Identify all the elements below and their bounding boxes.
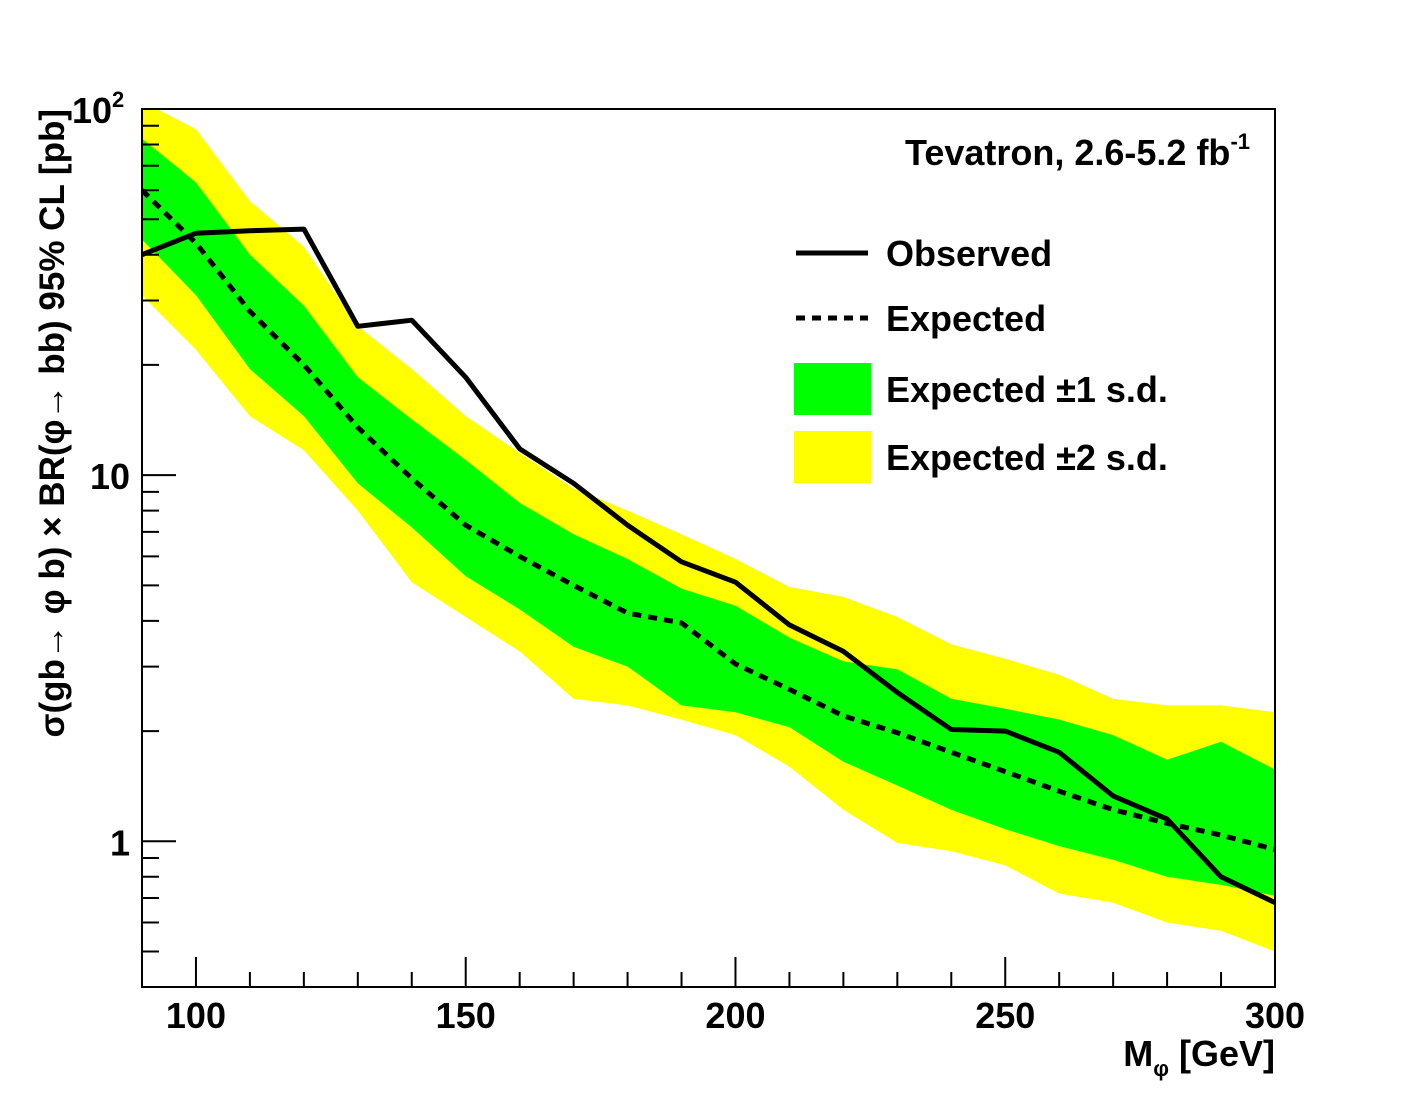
y-tick-label: 10 — [90, 456, 130, 497]
x-tick-label: 200 — [705, 995, 765, 1036]
x-axis-label: Mφ [GeV] — [1123, 1033, 1275, 1081]
band-1sd — [142, 138, 1275, 896]
observed-line — [142, 226, 1275, 905]
y-tick-label-base: 10 — [72, 90, 112, 131]
y-tick-label-exp: 2 — [112, 87, 124, 112]
legend: Observed Expected Expected ±1 s.d. Expected… — [794, 233, 1168, 483]
x-tick-label: 250 — [975, 995, 1035, 1036]
legend-label: Expected ±1 s.d. — [886, 369, 1168, 410]
x-tick-label: 100 — [166, 995, 226, 1036]
x-tick-label: 150 — [436, 995, 496, 1036]
y-axis-label: σ(gb→ φ b) × BR(φ→ bb) 95% CL [pb] — [33, 109, 72, 737]
legend-swatch — [794, 363, 871, 415]
annotation-label: Tevatron, 2.6-5.2 fb-1 — [905, 129, 1250, 173]
legend-label: Expected — [886, 298, 1046, 339]
x-axis-label-main: M — [1123, 1033, 1153, 1074]
y-tick-label: 1 — [110, 822, 130, 863]
y-tick-label: 102 — [72, 87, 124, 131]
legend-swatch — [794, 431, 871, 483]
plot-frame — [141, 108, 1276, 988]
annotation-text: Tevatron, 2.6-5.2 fb — [905, 132, 1230, 173]
x-axis-label-subscript: φ — [1153, 1056, 1169, 1081]
x-tick-label: 300 — [1245, 995, 1305, 1036]
annotation-superscript: -1 — [1230, 129, 1250, 154]
expected-line — [142, 188, 1275, 852]
legend-label: Expected ±2 s.d. — [886, 437, 1168, 478]
x-axis-label-unit: [GeV] — [1169, 1033, 1275, 1074]
legend-label: Observed — [886, 233, 1052, 274]
